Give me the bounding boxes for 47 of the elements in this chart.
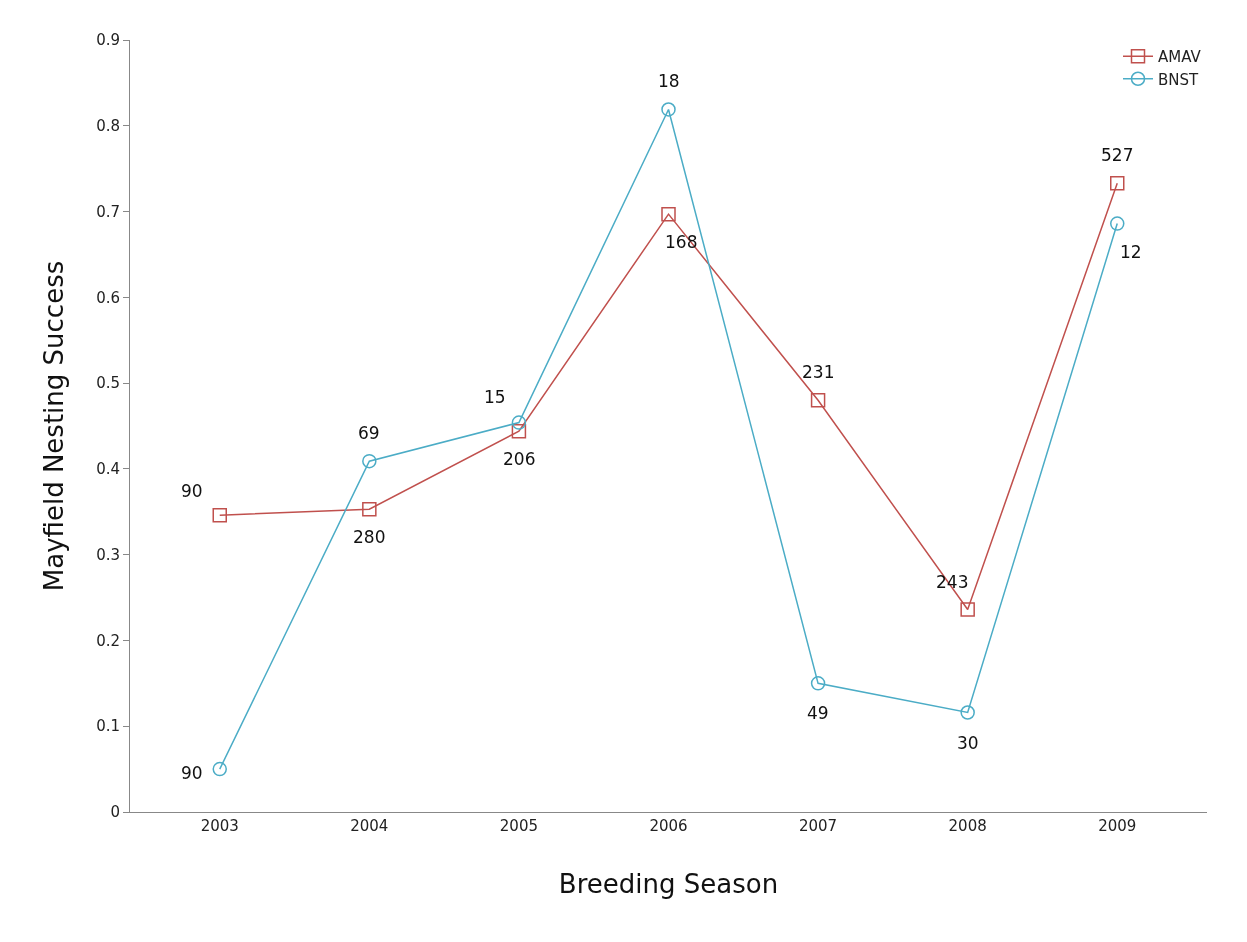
y-tick-label: 0.6 <box>96 288 120 307</box>
point <box>1110 176 1125 191</box>
y-tick-label: 0.3 <box>96 545 120 564</box>
y-tick-label: 0.8 <box>96 117 120 136</box>
annotation: 280 <box>353 527 386 547</box>
x-tick-label: 2007 <box>798 817 838 835</box>
x-tick-label: 2005 <box>499 817 539 835</box>
x-tick-label: 2004 <box>350 817 389 835</box>
point <box>362 453 377 469</box>
y-tick-label: 0.1 <box>96 717 120 736</box>
y-tick-label: 0.2 <box>96 631 120 650</box>
y-tick-label: 0.4 <box>96 460 120 479</box>
y-tick-label: 0.5 <box>96 374 120 393</box>
annotation: 231 <box>802 362 835 382</box>
legend-label: AMAV <box>1158 48 1202 67</box>
point <box>511 423 527 439</box>
point <box>212 761 227 777</box>
x-tick-label: 2003 <box>200 817 239 835</box>
y-tick-label: 0.9 <box>96 31 120 50</box>
annotation: 69 <box>358 423 380 443</box>
x-tick-label: 2009 <box>1098 817 1137 835</box>
point <box>661 102 676 117</box>
point <box>511 415 527 430</box>
annotation: 527 <box>1101 145 1134 165</box>
annotation: 206 <box>503 449 536 469</box>
annotation: 15 <box>484 387 506 407</box>
annotation: 90 <box>181 763 203 783</box>
point <box>362 501 377 517</box>
point <box>960 602 975 617</box>
y-tick-label: 0.7 <box>96 202 120 221</box>
legend-label: BNST <box>1158 70 1200 89</box>
annotation: 18 <box>658 71 680 91</box>
annotation: 12 <box>1120 242 1142 262</box>
y-tick-label: 0 <box>110 803 120 822</box>
point <box>810 393 826 408</box>
point <box>1110 216 1125 231</box>
x-tick-label: 2006 <box>649 817 688 835</box>
point <box>661 206 676 222</box>
point <box>212 507 227 523</box>
x-tick-label: 2008 <box>948 817 987 835</box>
point <box>960 705 975 720</box>
annotation: 49 <box>807 703 829 723</box>
annotation: 90 <box>181 481 203 501</box>
y-axis-title: Mayfield Nesting Success <box>38 260 69 592</box>
point <box>810 676 826 691</box>
annotation: 30 <box>957 733 979 753</box>
x-axis-title: Breeding Season <box>558 868 779 899</box>
